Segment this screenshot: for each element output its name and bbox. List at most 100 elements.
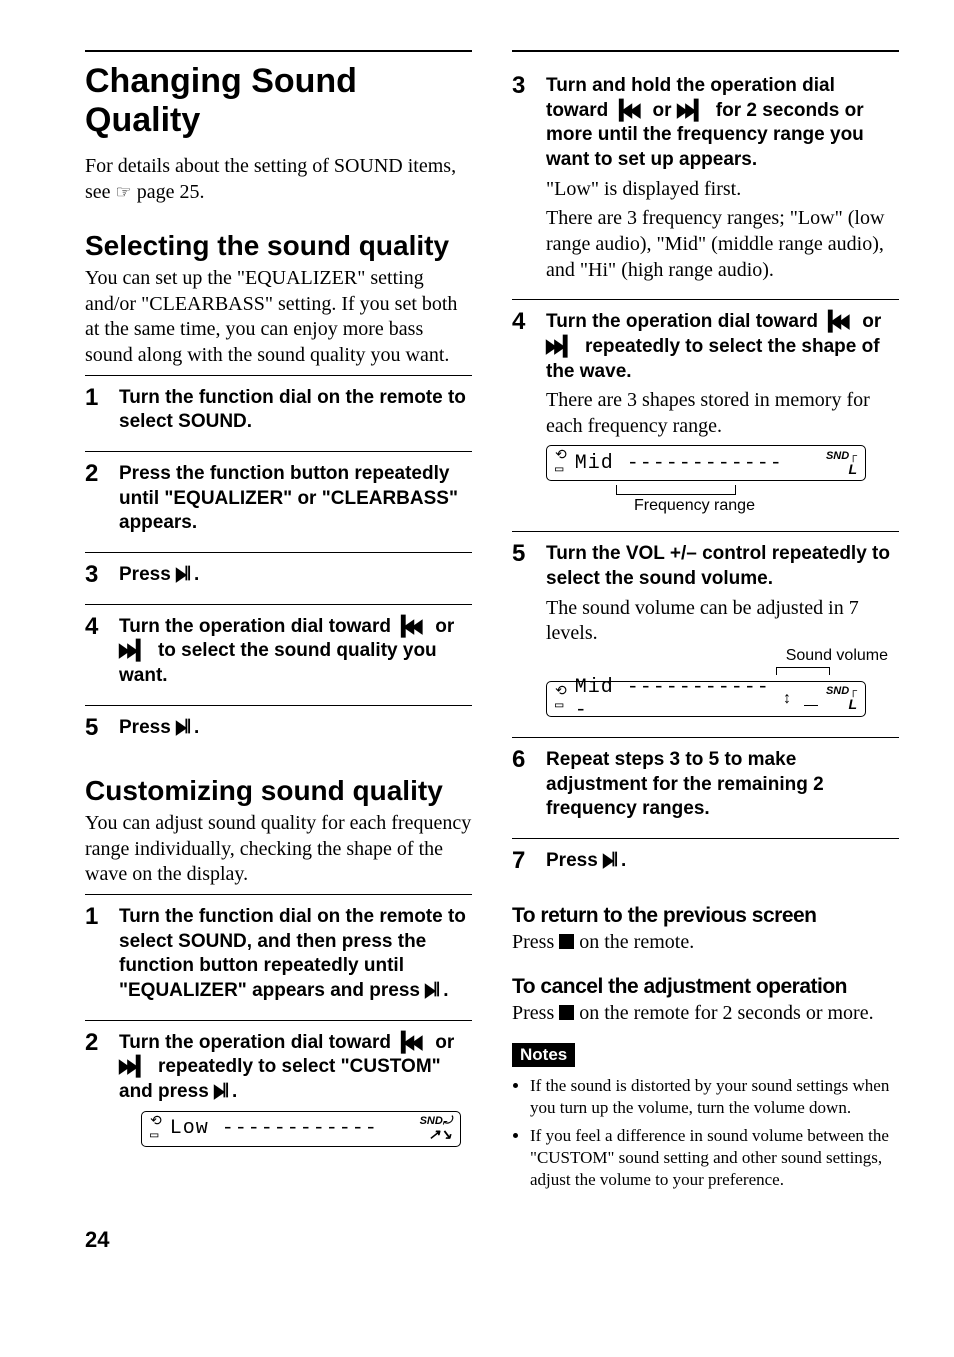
vol-arrow-icon: ↕: [778, 690, 796, 708]
stop-icon: [559, 934, 574, 949]
note-item: If the sound is distorted by your sound …: [530, 1075, 899, 1119]
l-label: ↗↘: [420, 1127, 452, 1141]
step-head: Turn the operation dial toward ▐◀◀ or ▶▶…: [119, 615, 472, 689]
next-icon: ▶▶▌: [546, 335, 570, 360]
step-body-text-2: There are 3 frequency ranges; "Low" (low…: [546, 206, 899, 283]
snd-label: SND: [826, 685, 849, 697]
step-number: 4: [512, 310, 532, 334]
select-step-1: 1 Turn the function dial on the remote t…: [85, 375, 472, 445]
step-body-text: There are 3 shapes stored in memory for …: [546, 388, 899, 439]
lcd-text: Mid ---‑‑‑‑-----: [575, 452, 818, 475]
lcd-text: Low ------------: [170, 1117, 412, 1140]
return-text-b: on the remote.: [574, 931, 694, 953]
customizing-body: You can adjust sound quality for each fr…: [85, 811, 472, 888]
play-pause-icon: ▶Ⅱ: [176, 563, 189, 588]
play-pause-icon: ▶Ⅱ: [176, 716, 189, 741]
play-pause-icon: ▶Ⅱ: [214, 1080, 227, 1105]
prev-icon: ▐◀◀: [396, 615, 420, 640]
stop-icon: [559, 1005, 574, 1020]
step-body-text-1: "Low" is displayed first.: [546, 177, 899, 203]
vol-caption: Sound volume: [588, 647, 888, 665]
pointing-hand-icon: ☞: [116, 182, 132, 202]
l-label: L: [826, 462, 857, 476]
step-head: Turn the operation dial toward ▐◀◀ or ▶▶…: [546, 310, 899, 384]
step-text-b: or: [430, 1032, 454, 1053]
cancel-text-b: on the remote for 2 seconds or more.: [574, 1002, 873, 1024]
step-head: Press ▶Ⅱ.: [119, 563, 472, 588]
step-text-a: Press: [546, 850, 603, 871]
notes-label: Notes: [512, 1043, 575, 1067]
step-head: Turn the function dial on the remote to …: [119, 905, 472, 1004]
step-body-text: The sound volume can be adjusted in 7 le…: [546, 596, 899, 647]
step-number: 7: [512, 849, 532, 873]
l-label: L: [826, 697, 857, 711]
play-pause-icon: ▶Ⅱ: [425, 979, 438, 1004]
intro-page-ref: page 25.: [132, 181, 205, 203]
prev-icon: ▐◀◀: [614, 99, 638, 124]
step-head: Turn the operation dial toward ▐◀◀ or ▶▶…: [119, 1031, 472, 1105]
customizing-heading: Customizing sound quality: [85, 776, 472, 807]
step-head: Press ▶Ⅱ.: [119, 716, 472, 741]
custom-step-4: 4 Turn the operation dial toward ▐◀◀ or …: [512, 299, 899, 525]
step-head: Turn the VOL +/– control repeatedly to s…: [546, 542, 899, 591]
next-icon: ▶▶▌: [119, 1055, 143, 1080]
step-number: 5: [512, 542, 532, 566]
main-heading: Changing Sound Quality: [85, 50, 472, 140]
step-text-c: to select the sound quality you want.: [119, 640, 437, 686]
snd-label: SND: [826, 450, 849, 462]
step-number: 1: [85, 905, 105, 929]
step-number: 2: [85, 1031, 105, 1055]
step-text-a: Turn the operation dial toward: [546, 311, 823, 332]
select-step-4: 4 Turn the operation dial toward ▐◀◀ or …: [85, 604, 472, 699]
step-text-b: or: [430, 616, 454, 637]
prev-icon: ▐◀◀: [823, 310, 847, 335]
custom-step-6: 6 Repeat steps 3 to 5 to make adjustment…: [512, 737, 899, 832]
cancel-text: Press on the remote for 2 seconds or mor…: [512, 1001, 899, 1027]
page-number: 24: [85, 1227, 899, 1253]
lcd-display-mid-2: ⟲▭ Mid ---‑‑‑‑----- ↕ SND┌L: [546, 681, 866, 717]
prev-icon: ▐◀◀: [396, 1031, 420, 1056]
step-number: 3: [85, 563, 105, 587]
step-text-a: Turn the function dial on the remote to …: [119, 906, 466, 1001]
custom-step-2: 2 Turn the operation dial toward ▐◀◀ or …: [85, 1020, 472, 1161]
repeat-icon: ⟲▭: [555, 685, 567, 713]
return-text: Press on the remote.: [512, 930, 899, 956]
repeat-icon: ⟲▭: [150, 1115, 162, 1143]
step-head: Turn and hold the operation dial toward …: [546, 74, 899, 173]
step-head: Repeat steps 3 to 5 to make adjustment f…: [546, 748, 899, 822]
step-text-c: repeatedly to select the shape of the wa…: [546, 336, 880, 382]
step-text-b: or: [647, 100, 677, 121]
intro-text: For details about the setting of SOUND i…: [85, 154, 472, 205]
snd-indicator: SND┌L: [826, 686, 857, 711]
step-head: Press ▶Ⅱ.: [546, 849, 899, 874]
step-number: 2: [85, 462, 105, 486]
return-heading: To return to the previous screen: [512, 904, 899, 928]
cancel-text-a: Press: [512, 1002, 559, 1024]
step-text-a: Turn the operation dial toward: [119, 1032, 396, 1053]
lcd-display-low: ⟲▭ Low ------------ SND⤾↗↘: [141, 1111, 461, 1147]
lcd-text: Mid ---‑‑‑‑-----: [575, 676, 770, 722]
step-text-a: Press: [119, 717, 176, 738]
note-item: If you feel a difference in sound volume…: [530, 1125, 899, 1191]
step-number: 1: [85, 386, 105, 410]
next-icon: ▶▶▌: [119, 639, 143, 664]
select-step-5: 5 Press ▶Ⅱ.: [85, 705, 472, 751]
snd-indicator: SND┌L: [826, 451, 857, 476]
selecting-heading: Selecting the sound quality: [85, 231, 472, 262]
notes-list: If the sound is distorted by your sound …: [512, 1075, 899, 1191]
step-text-c: repeatedly to select "CUSTOM" and press: [119, 1056, 441, 1102]
step-number: 3: [512, 74, 532, 98]
custom-step-3: 3 Turn and hold the operation dial towar…: [512, 64, 899, 293]
snd-indicator: SND⤾↗↘: [420, 1116, 452, 1141]
lcd-display-mid-1: ⟲▭ Mid ---‑‑‑‑----- SND┌L: [546, 445, 866, 481]
cancel-heading: To cancel the adjustment operation: [512, 975, 899, 999]
freq-range-caption: Frequency range: [634, 497, 899, 515]
step-head: Press the function button repeatedly unt…: [119, 462, 472, 536]
step-text-a: Turn the operation dial toward: [119, 616, 396, 637]
selecting-body: You can set up the "EQUALIZER" setting a…: [85, 266, 472, 368]
custom-step-5: 5 Turn the VOL +/– control repeatedly to…: [512, 531, 899, 731]
step-text-a: Press: [119, 564, 176, 585]
select-step-3: 3 Press ▶Ⅱ.: [85, 552, 472, 598]
repeat-icon: ⟲▭: [555, 449, 567, 477]
next-icon: ▶▶▌: [677, 99, 701, 124]
